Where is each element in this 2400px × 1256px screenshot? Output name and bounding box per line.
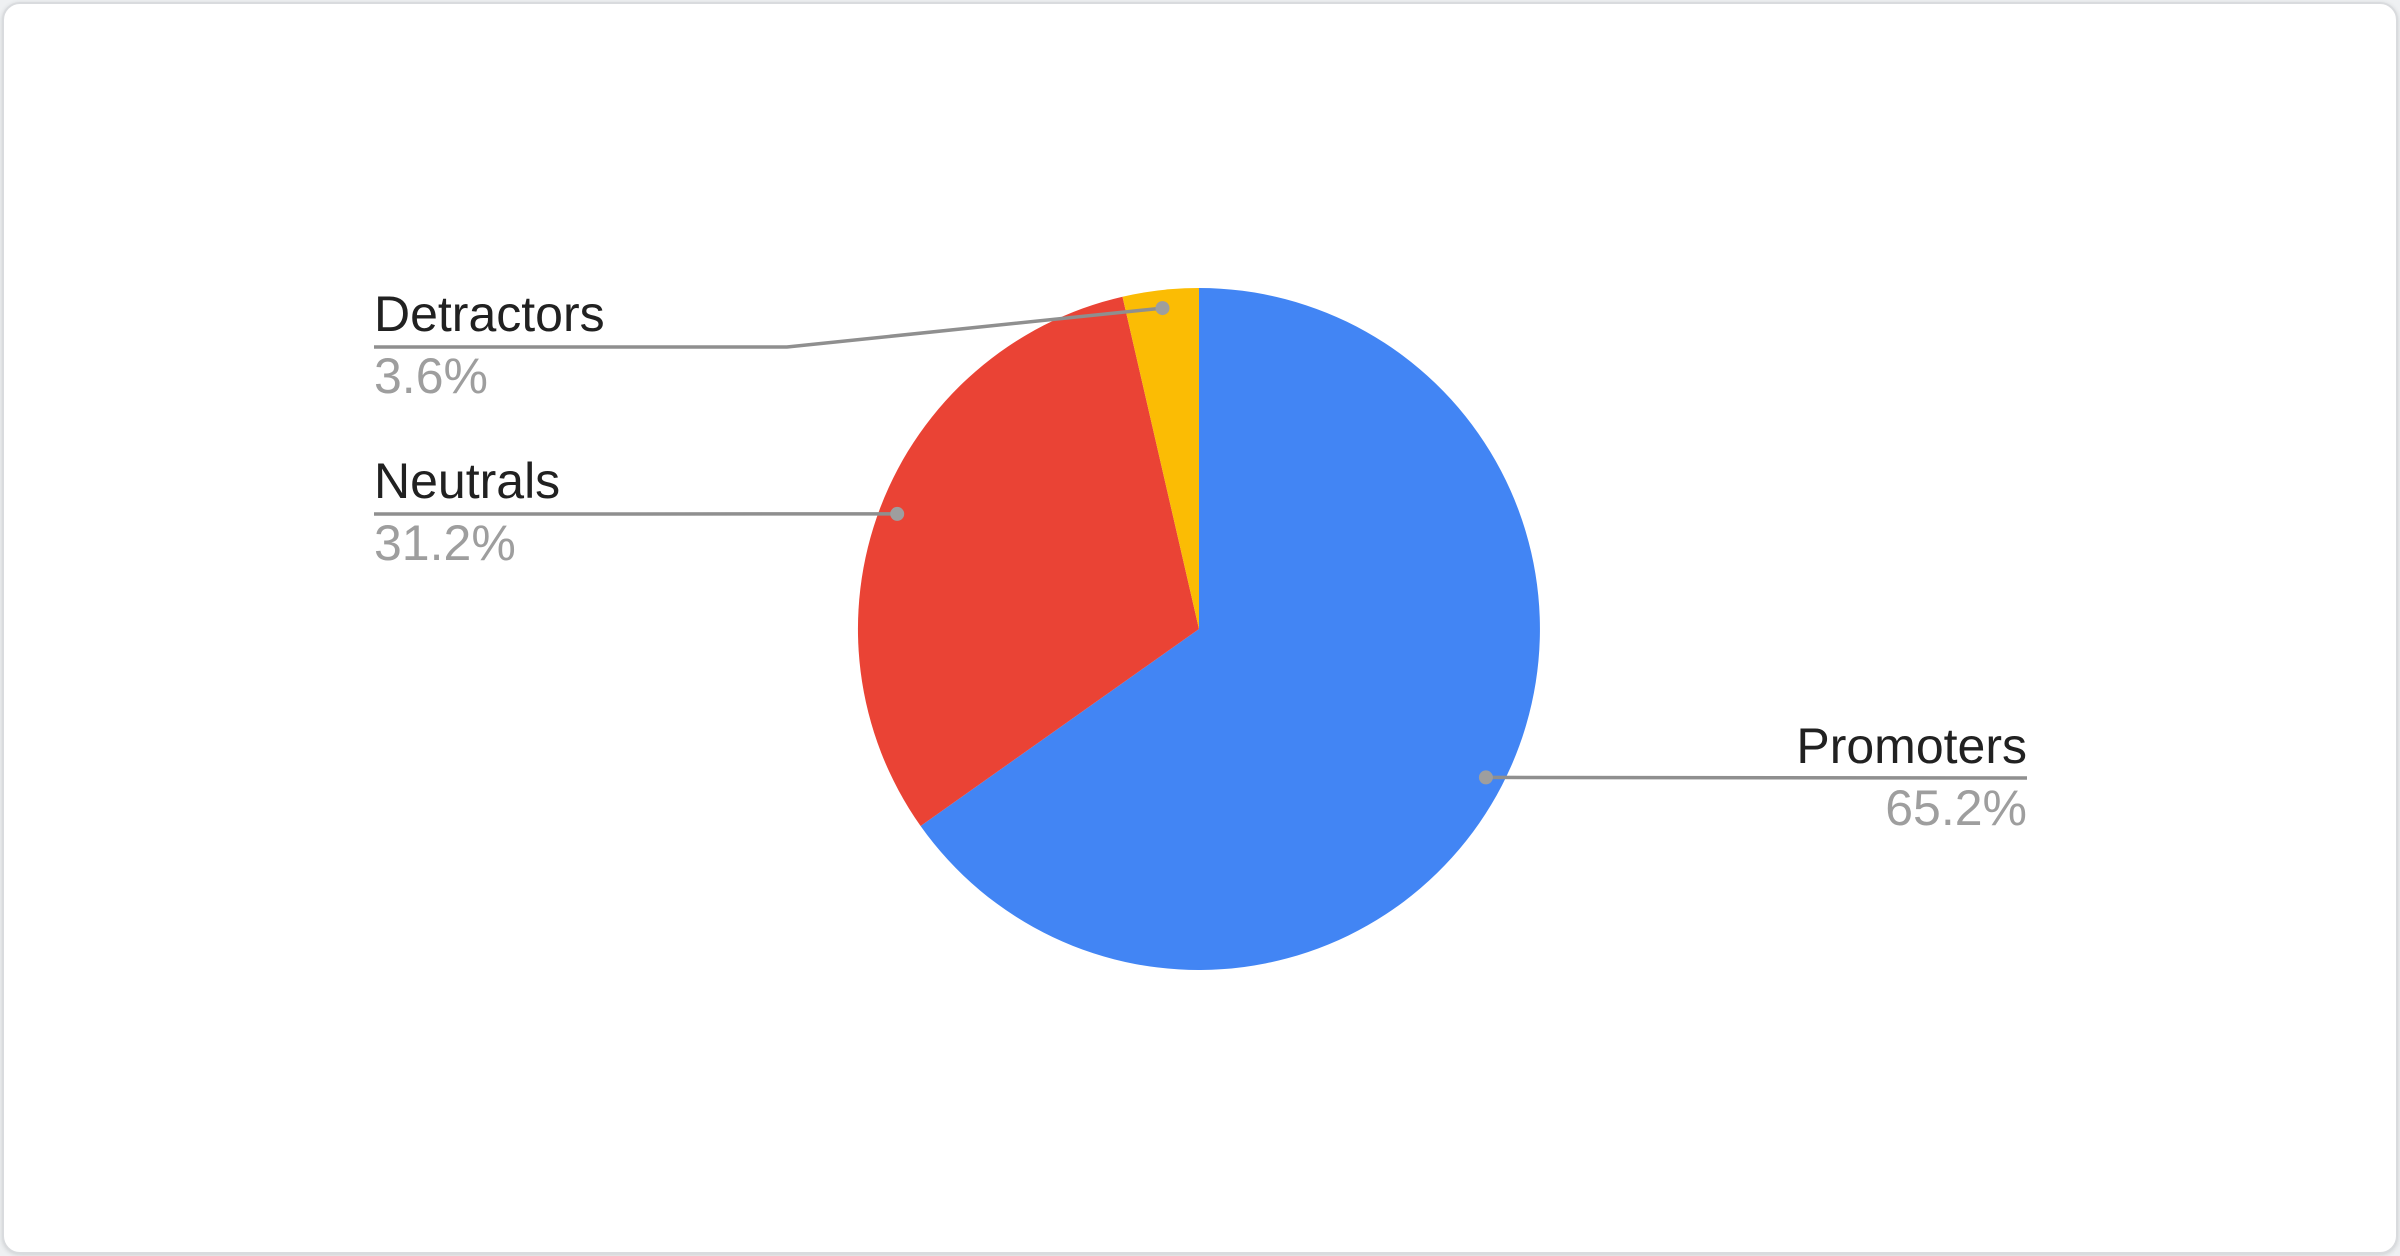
leader-line-promoters	[1485, 775, 2028, 780]
callout-detractors: Detractors 3.6%	[374, 289, 605, 401]
leader-dot-detractors	[1155, 301, 1170, 316]
slice-label-promoters: Promoters	[1796, 718, 2027, 774]
slice-value-neutrals: 31.2%	[374, 515, 516, 571]
slice-label-detractors: Detractors	[374, 286, 605, 342]
callout-promoters: Promoters 65.2%	[1796, 721, 2027, 833]
slice-label-neutrals: Neutrals	[374, 453, 561, 509]
pie-slice-detractors[interactable]	[1122, 288, 1200, 629]
pie-slice-promoters[interactable]	[920, 288, 1540, 970]
leader-dot-promoters	[1478, 770, 1493, 785]
slice-value-detractors: 3.6%	[374, 348, 488, 404]
leader-dot-neutrals	[890, 506, 905, 521]
leader-line-detractors	[374, 306, 1163, 349]
callout-neutrals: Neutrals 31.2%	[374, 456, 560, 568]
pie-slice-neutrals[interactable]	[857, 296, 1199, 826]
slice-value-promoters: 65.2%	[1885, 780, 2027, 836]
